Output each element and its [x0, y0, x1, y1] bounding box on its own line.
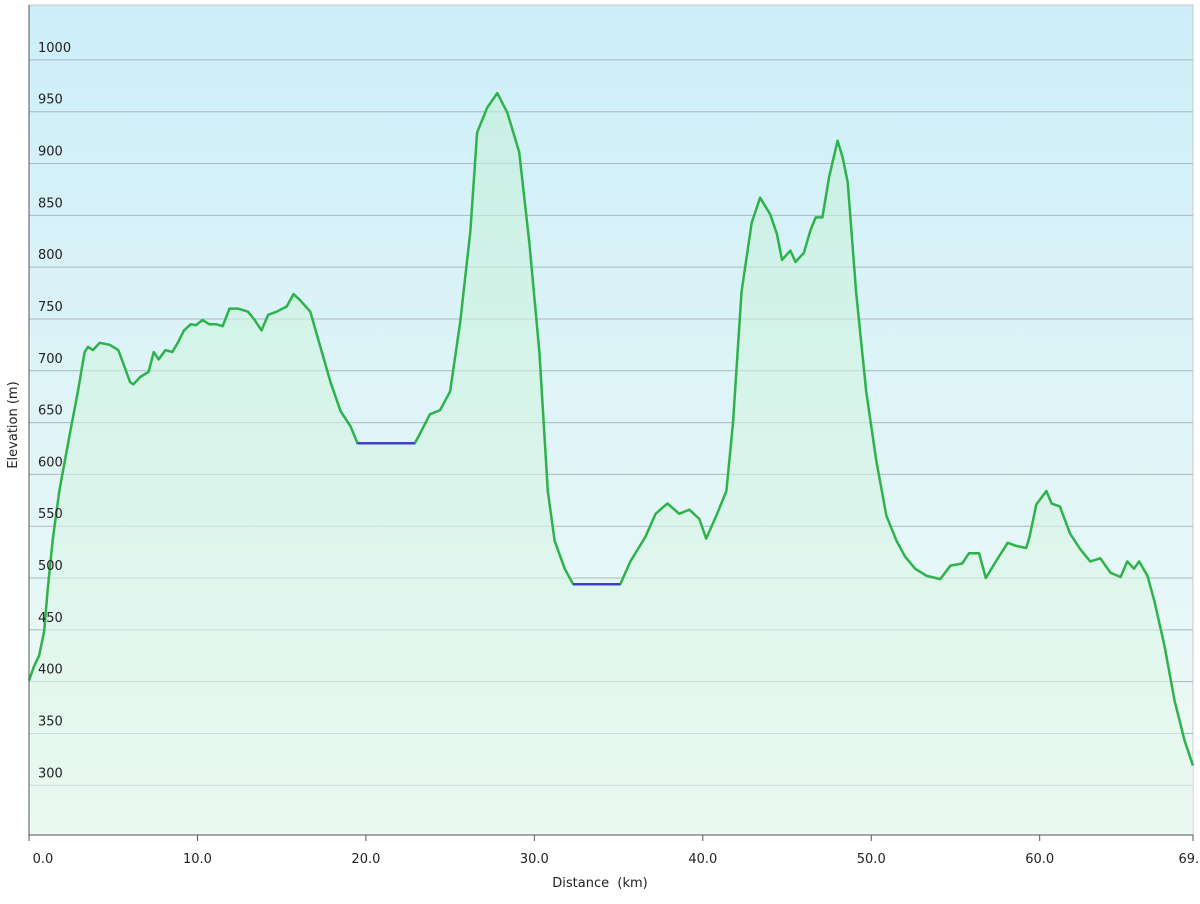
y-tick-label: 300 — [38, 766, 63, 781]
x-tick-label: 50.0 — [857, 852, 886, 867]
x-tick-label: 0.0 — [33, 852, 54, 867]
y-tick-label: 850 — [38, 196, 63, 211]
x-tick-label: 20.0 — [351, 852, 380, 867]
x-axis-title: Distance (km) — [552, 876, 647, 891]
y-axis-title: Elevation (m) — [6, 381, 21, 468]
area — [29, 93, 1193, 836]
y-tick-label: 550 — [38, 507, 63, 522]
x-tick-label: 10.0 — [183, 852, 212, 867]
x-tick-label: 69.1 — [1179, 852, 1200, 867]
y-tick-label: 950 — [38, 93, 63, 108]
y-tick-label: 650 — [38, 404, 63, 419]
y-tick-label: 800 — [38, 248, 63, 263]
y-tick-label: 1000 — [38, 41, 71, 56]
x-tick-label: 60.0 — [1025, 852, 1054, 867]
y-tick-label: 350 — [38, 714, 63, 729]
y-tick-label: 750 — [38, 300, 63, 315]
y-tick-label: 900 — [38, 145, 63, 160]
marks — [27, 91, 1195, 836]
x-tick-label: 40.0 — [688, 852, 717, 867]
y-tick-label: 400 — [38, 663, 63, 678]
y-tick-label: 700 — [38, 352, 63, 367]
y-tick-label: 450 — [38, 611, 63, 626]
y-tick-label: 600 — [38, 455, 63, 470]
x-tick-label: 30.0 — [520, 852, 549, 867]
y-tick-label: 500 — [38, 559, 63, 574]
